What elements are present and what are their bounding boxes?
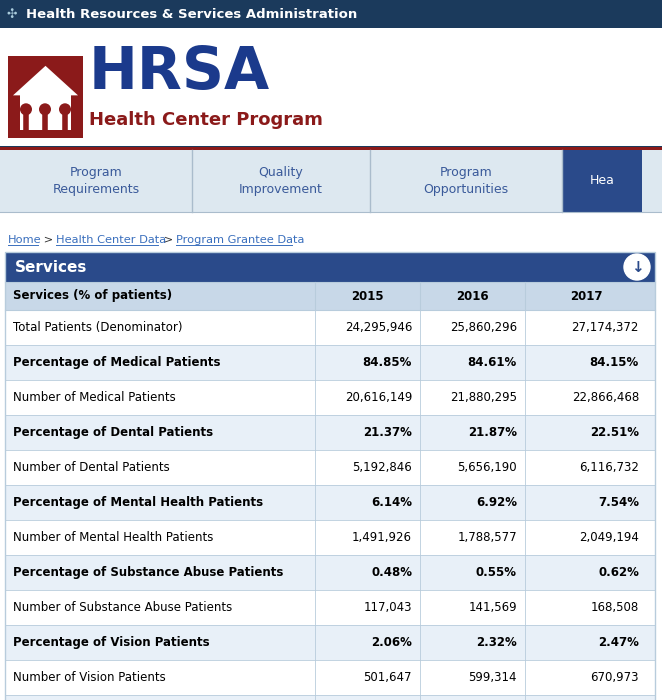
Text: 0.48%: 0.48% xyxy=(371,566,412,579)
Text: Health Resources & Services Administration: Health Resources & Services Administrati… xyxy=(26,8,357,20)
Text: Services (% of patients): Services (% of patients) xyxy=(13,290,172,302)
Bar xyxy=(5,520,655,555)
Bar xyxy=(5,625,655,660)
Text: 117,043: 117,043 xyxy=(363,601,412,614)
Text: 1,491,926: 1,491,926 xyxy=(352,531,412,544)
Text: Hea: Hea xyxy=(590,174,614,188)
Text: Quality
Improvement: Quality Improvement xyxy=(239,166,323,196)
Text: 2.06%: 2.06% xyxy=(371,636,412,649)
Text: 2016: 2016 xyxy=(456,290,489,302)
Text: 24,295,946: 24,295,946 xyxy=(345,321,412,334)
Text: 21.37%: 21.37% xyxy=(363,426,412,439)
Text: Percentage of Substance Abuse Patients: Percentage of Substance Abuse Patients xyxy=(13,566,283,579)
Text: 2.32%: 2.32% xyxy=(476,636,517,649)
Bar xyxy=(0,146,662,150)
Text: Health Center Data: Health Center Data xyxy=(56,235,166,245)
Bar xyxy=(370,150,562,212)
Text: 0.62%: 0.62% xyxy=(598,566,639,579)
Bar xyxy=(5,695,655,700)
Text: Total Patients (Denominator): Total Patients (Denominator) xyxy=(13,321,183,334)
Text: Number of Vision Patients: Number of Vision Patients xyxy=(13,671,166,684)
Text: Number of Substance Abuse Patients: Number of Substance Abuse Patients xyxy=(13,601,232,614)
Text: 0.55%: 0.55% xyxy=(476,566,517,579)
Bar xyxy=(0,146,662,147)
Text: 5,192,846: 5,192,846 xyxy=(352,461,412,474)
Bar xyxy=(5,590,655,625)
Bar xyxy=(5,485,655,520)
Text: ✣: ✣ xyxy=(7,8,17,20)
Bar xyxy=(5,252,655,282)
Bar xyxy=(5,555,655,590)
Text: 84.61%: 84.61% xyxy=(468,356,517,369)
Bar xyxy=(5,282,655,310)
Text: 6,116,732: 6,116,732 xyxy=(579,461,639,474)
Text: 2,049,194: 2,049,194 xyxy=(579,531,639,544)
Text: Services: Services xyxy=(15,260,87,274)
Text: 84.15%: 84.15% xyxy=(590,356,639,369)
Text: >: > xyxy=(160,235,177,245)
Bar xyxy=(192,150,370,212)
Text: 7.54%: 7.54% xyxy=(598,496,639,509)
Bar xyxy=(0,150,192,212)
Bar xyxy=(5,660,655,695)
Text: 2.47%: 2.47% xyxy=(598,636,639,649)
Text: Home: Home xyxy=(8,235,42,245)
Bar xyxy=(5,450,655,485)
Bar xyxy=(5,415,655,450)
Bar xyxy=(562,150,642,212)
Circle shape xyxy=(59,104,71,116)
Text: Percentage of Dental Patients: Percentage of Dental Patients xyxy=(13,426,213,439)
Text: Program Grantee Data: Program Grantee Data xyxy=(176,235,305,245)
Text: 1,788,577: 1,788,577 xyxy=(457,531,517,544)
Text: 25,860,296: 25,860,296 xyxy=(450,321,517,334)
Polygon shape xyxy=(13,66,78,95)
Text: Percentage of Medical Patients: Percentage of Medical Patients xyxy=(13,356,220,369)
Text: ↓: ↓ xyxy=(631,260,643,274)
Bar xyxy=(20,93,71,130)
Bar xyxy=(0,150,662,212)
Text: 5,656,190: 5,656,190 xyxy=(457,461,517,474)
Text: 6.92%: 6.92% xyxy=(476,496,517,509)
Text: 84.85%: 84.85% xyxy=(363,356,412,369)
Text: Number of Mental Health Patients: Number of Mental Health Patients xyxy=(13,531,213,544)
Text: 21,880,295: 21,880,295 xyxy=(450,391,517,404)
Circle shape xyxy=(624,254,650,280)
Bar xyxy=(0,0,662,28)
Bar xyxy=(5,380,655,415)
Text: 670,973: 670,973 xyxy=(591,671,639,684)
Text: 599,314: 599,314 xyxy=(469,671,517,684)
Bar xyxy=(8,56,83,138)
Text: 2017: 2017 xyxy=(570,290,602,302)
Text: Percentage of Vision Patients: Percentage of Vision Patients xyxy=(13,636,210,649)
Text: Number of Dental Patients: Number of Dental Patients xyxy=(13,461,169,474)
Text: 27,174,372: 27,174,372 xyxy=(571,321,639,334)
Bar xyxy=(5,345,655,380)
Text: >: > xyxy=(40,235,57,245)
Text: 20,616,149: 20,616,149 xyxy=(345,391,412,404)
Circle shape xyxy=(20,104,32,116)
Text: 22,866,468: 22,866,468 xyxy=(572,391,639,404)
Text: 21.87%: 21.87% xyxy=(468,426,517,439)
Text: Health Center Program: Health Center Program xyxy=(89,111,323,129)
Text: 2015: 2015 xyxy=(351,290,384,302)
Circle shape xyxy=(39,104,51,116)
Text: 168,508: 168,508 xyxy=(591,601,639,614)
Text: 501,647: 501,647 xyxy=(363,671,412,684)
Text: Program
Requirements: Program Requirements xyxy=(52,166,140,196)
Bar xyxy=(5,310,655,345)
Text: 22.51%: 22.51% xyxy=(590,426,639,439)
Bar xyxy=(0,28,662,146)
Text: Number of Medical Patients: Number of Medical Patients xyxy=(13,391,175,404)
Bar xyxy=(5,252,655,700)
Text: 6.14%: 6.14% xyxy=(371,496,412,509)
Text: Percentage of Mental Health Patients: Percentage of Mental Health Patients xyxy=(13,496,263,509)
Text: Program
Opportunities: Program Opportunities xyxy=(424,166,508,196)
Text: HRSA: HRSA xyxy=(89,44,270,102)
Text: 141,569: 141,569 xyxy=(469,601,517,614)
